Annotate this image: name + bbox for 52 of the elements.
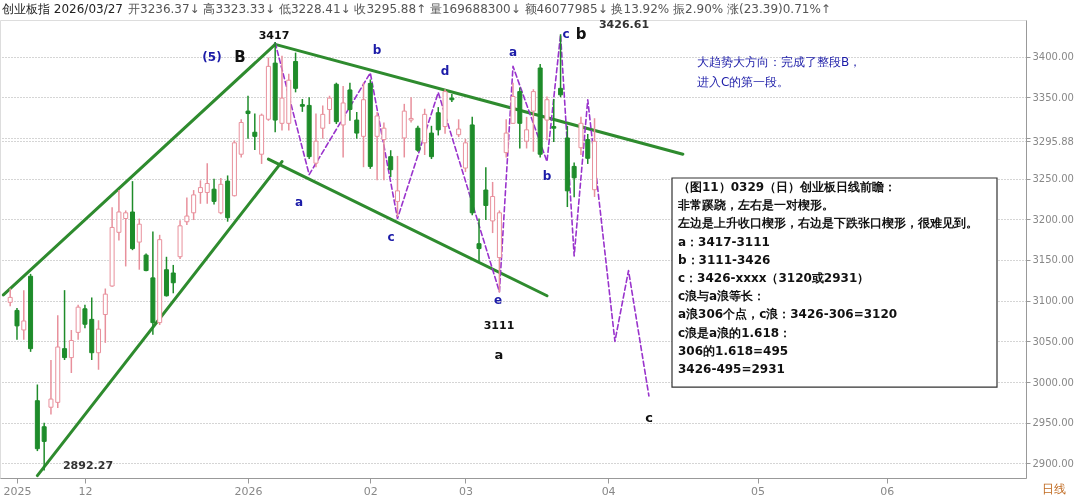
annotation: a xyxy=(494,347,504,362)
y-tick-label: 3050.00 xyxy=(1032,335,1074,347)
annotation: 3111 xyxy=(483,319,515,332)
chart-subtitle: 开3236.37↓ 高3323.33↓ 低3228.41↓ 收3295.88↑ 量169688300↓ 额46077985↓ 换13.92% 振2.90% 涨(23.39)0.71%↑ xyxy=(128,2,831,16)
chart-title: 创业板指 2026/03/27 xyxy=(2,2,123,16)
annotation: b xyxy=(372,43,382,57)
x-tick-label: 2025 xyxy=(3,484,32,498)
annotation: 306的1.618=495 xyxy=(678,343,789,358)
x-tick-label: 04 xyxy=(601,484,616,498)
annotation: e xyxy=(493,293,503,307)
annotation: b xyxy=(575,25,587,43)
annotation: 大趋势大方向：完成了整段B， xyxy=(697,55,862,69)
annotation: b xyxy=(542,169,552,183)
annotation: c xyxy=(562,27,570,41)
x-tick-label: 06 xyxy=(880,484,895,498)
y-tick-label: 3200.00 xyxy=(1032,213,1074,225)
annotation: 非常蹊跷，左右是一对楔形。 xyxy=(677,198,834,213)
y-tick-label: 3295.88 xyxy=(1032,135,1074,147)
annotation: 3426.61 xyxy=(598,18,650,31)
annotation: d xyxy=(440,64,450,78)
annotation: a：3417-3111 xyxy=(678,234,770,249)
x-tick-label: 2026 xyxy=(234,484,263,498)
y-tick-label: 2900.00 xyxy=(1032,457,1074,469)
x-tick-label: 02 xyxy=(363,484,378,498)
y-tick-label: 3000.00 xyxy=(1032,376,1074,388)
y-tick-label: 2950.00 xyxy=(1032,417,1074,429)
annotation: a xyxy=(508,45,518,59)
annotation: c浪与a浪等长： xyxy=(678,289,766,304)
annotation: a浪306个点，c浪：3426-306=3120 xyxy=(678,307,898,322)
y-tick-label: 3150.00 xyxy=(1032,254,1074,266)
x-tick-label: 12 xyxy=(78,484,93,498)
y-tick-label: 3250.00 xyxy=(1032,173,1074,185)
x-tick-label: 03 xyxy=(458,484,473,498)
y-tick-label: 3350.00 xyxy=(1032,91,1074,103)
annotation: b：3111-3426 xyxy=(678,252,771,267)
annotation: 3417 xyxy=(258,29,290,42)
annotation: c xyxy=(645,410,653,425)
annotation: c：3426-xxxx（3120或2931） xyxy=(678,271,870,285)
annotation: a xyxy=(294,195,304,209)
annotation: 进入C的第一段。 xyxy=(697,75,790,89)
annotation: 3426-495=2931 xyxy=(678,362,785,376)
annotation: c xyxy=(387,230,395,244)
text: 日线 xyxy=(1042,482,1066,496)
annotation: 2892.27 xyxy=(62,459,114,472)
annotation: c浪是a浪的1.618： xyxy=(678,325,792,340)
annotation: 左边是上升收口楔形，右边是下跌张口楔形，很难见到。 xyxy=(677,216,978,231)
x-tick-label: 05 xyxy=(751,484,766,498)
annotation: （图11）0329（日）创业板日线前瞻： xyxy=(678,180,897,194)
y-tick-label: 3100.00 xyxy=(1032,295,1074,307)
annotation: B xyxy=(234,48,246,66)
y-tick-label: 3400.00 xyxy=(1032,51,1074,63)
annotation: (5) xyxy=(202,50,222,64)
